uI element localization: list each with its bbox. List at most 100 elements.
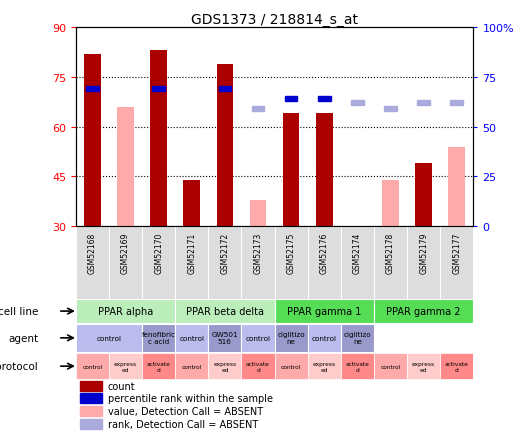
- FancyBboxPatch shape: [175, 227, 208, 299]
- Text: activate
d: activate d: [246, 361, 270, 372]
- Bar: [316, 114, 333, 227]
- FancyBboxPatch shape: [440, 353, 473, 379]
- Bar: [80, 406, 101, 416]
- FancyBboxPatch shape: [308, 353, 341, 379]
- Text: count: count: [108, 381, 135, 391]
- Text: activate
d: activate d: [346, 361, 369, 372]
- FancyBboxPatch shape: [308, 324, 341, 352]
- Text: express
ed: express ed: [213, 361, 236, 372]
- Bar: [80, 393, 101, 403]
- Text: control: control: [96, 335, 121, 341]
- FancyBboxPatch shape: [242, 324, 275, 352]
- Text: GSM52169: GSM52169: [121, 233, 130, 274]
- FancyBboxPatch shape: [76, 324, 142, 352]
- Bar: [250, 200, 266, 227]
- Bar: [80, 381, 101, 391]
- FancyBboxPatch shape: [175, 299, 275, 323]
- Text: rank, Detection Call = ABSENT: rank, Detection Call = ABSENT: [108, 419, 258, 429]
- Text: control: control: [82, 364, 103, 369]
- Bar: [117, 108, 134, 227]
- Text: GSM52171: GSM52171: [187, 233, 196, 273]
- Text: PPAR beta delta: PPAR beta delta: [186, 306, 264, 316]
- Bar: [151, 51, 167, 227]
- Text: GW501
516: GW501 516: [212, 332, 238, 345]
- Bar: [283, 114, 299, 227]
- FancyBboxPatch shape: [175, 353, 208, 379]
- Bar: [415, 164, 432, 227]
- Title: GDS1373 / 218814_s_at: GDS1373 / 218814_s_at: [191, 13, 358, 27]
- Bar: [384, 107, 397, 112]
- FancyBboxPatch shape: [242, 227, 275, 299]
- FancyBboxPatch shape: [142, 227, 175, 299]
- Bar: [219, 87, 231, 92]
- FancyBboxPatch shape: [374, 299, 473, 323]
- Bar: [252, 107, 264, 112]
- FancyBboxPatch shape: [407, 353, 440, 379]
- Text: GSM52174: GSM52174: [353, 233, 362, 274]
- Bar: [382, 181, 399, 227]
- Text: GSM52175: GSM52175: [287, 233, 295, 274]
- Bar: [448, 147, 465, 227]
- FancyBboxPatch shape: [275, 227, 308, 299]
- FancyBboxPatch shape: [242, 353, 275, 379]
- Text: PPAR gamma 2: PPAR gamma 2: [386, 306, 461, 316]
- FancyBboxPatch shape: [109, 353, 142, 379]
- Bar: [450, 101, 463, 106]
- Text: GSM52179: GSM52179: [419, 233, 428, 274]
- FancyBboxPatch shape: [308, 227, 341, 299]
- Text: express
ed: express ed: [114, 361, 137, 372]
- FancyBboxPatch shape: [142, 353, 175, 379]
- Bar: [217, 65, 233, 227]
- FancyBboxPatch shape: [275, 299, 374, 323]
- Text: GSM52173: GSM52173: [254, 233, 263, 274]
- Text: control: control: [380, 364, 401, 369]
- Text: control: control: [281, 364, 301, 369]
- Bar: [351, 101, 363, 106]
- FancyBboxPatch shape: [208, 227, 242, 299]
- Text: protocol: protocol: [0, 362, 38, 372]
- Text: agent: agent: [8, 333, 38, 343]
- Text: GSM52177: GSM52177: [452, 233, 461, 274]
- Bar: [285, 97, 298, 102]
- FancyBboxPatch shape: [341, 324, 374, 352]
- Bar: [184, 181, 200, 227]
- Bar: [80, 419, 101, 429]
- Text: ciglitizo
ne: ciglitizo ne: [344, 332, 371, 345]
- Text: GSM52172: GSM52172: [220, 233, 230, 273]
- Bar: [152, 87, 165, 92]
- FancyBboxPatch shape: [440, 227, 473, 299]
- Text: activate
d: activate d: [445, 361, 469, 372]
- FancyBboxPatch shape: [275, 353, 308, 379]
- Text: cell line: cell line: [0, 306, 38, 316]
- Text: activate
d: activate d: [147, 361, 170, 372]
- Text: value, Detection Call = ABSENT: value, Detection Call = ABSENT: [108, 406, 263, 416]
- Text: percentile rank within the sample: percentile rank within the sample: [108, 393, 272, 403]
- Text: control: control: [245, 335, 270, 341]
- Bar: [417, 101, 430, 106]
- FancyBboxPatch shape: [76, 227, 109, 299]
- Text: GSM52176: GSM52176: [320, 233, 329, 274]
- FancyBboxPatch shape: [208, 324, 242, 352]
- Text: fenofibric
c acid: fenofibric c acid: [142, 332, 176, 345]
- Text: GSM52178: GSM52178: [386, 233, 395, 273]
- FancyBboxPatch shape: [341, 227, 374, 299]
- FancyBboxPatch shape: [76, 299, 175, 323]
- FancyBboxPatch shape: [208, 353, 242, 379]
- Text: express
ed: express ed: [313, 361, 336, 372]
- FancyBboxPatch shape: [341, 353, 374, 379]
- FancyBboxPatch shape: [76, 353, 109, 379]
- Text: PPAR gamma 1: PPAR gamma 1: [287, 306, 361, 316]
- FancyBboxPatch shape: [142, 324, 175, 352]
- Text: control: control: [179, 335, 204, 341]
- FancyBboxPatch shape: [407, 227, 440, 299]
- FancyBboxPatch shape: [374, 353, 407, 379]
- Bar: [86, 87, 99, 92]
- Bar: [318, 97, 331, 102]
- Text: GSM52168: GSM52168: [88, 233, 97, 273]
- FancyBboxPatch shape: [109, 227, 142, 299]
- Text: GSM52170: GSM52170: [154, 233, 163, 274]
- Text: control: control: [312, 335, 337, 341]
- Text: control: control: [181, 364, 202, 369]
- Text: PPAR alpha: PPAR alpha: [98, 306, 153, 316]
- Text: ciglitizo
ne: ciglitizo ne: [277, 332, 305, 345]
